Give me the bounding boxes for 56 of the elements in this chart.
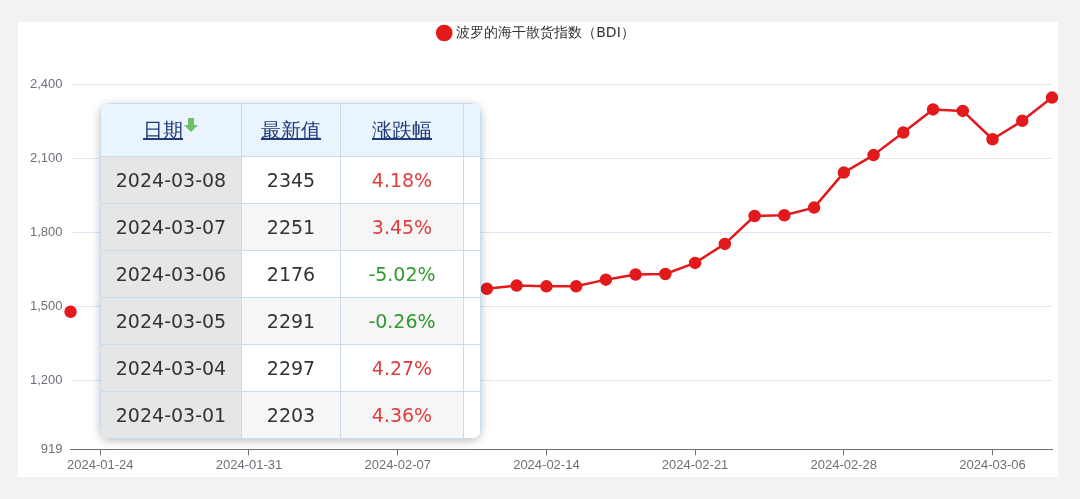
annotation: 2345 bbox=[266, 169, 316, 191]
annotation: 2297 bbox=[266, 357, 316, 379]
y-tick-label: 2,100 bbox=[29, 149, 63, 165]
point bbox=[659, 267, 672, 281]
point bbox=[688, 256, 702, 270]
point bbox=[64, 305, 77, 318]
point bbox=[807, 201, 821, 214]
point bbox=[867, 148, 880, 162]
point bbox=[1045, 91, 1059, 104]
point bbox=[718, 237, 732, 251]
x-tick-label: 2024-01-24 bbox=[67, 456, 134, 472]
annotation: 涨跌幅 bbox=[372, 117, 432, 142]
y-tick-label: 2,400 bbox=[29, 75, 63, 91]
annotation: 日期 bbox=[143, 117, 183, 142]
point bbox=[748, 209, 761, 223]
annotation: 2024-03-01 bbox=[115, 404, 227, 426]
x-tick-label: 2024-02-14 bbox=[513, 456, 580, 472]
legend-label: 波罗的海干散货指数（BDI） bbox=[456, 23, 635, 40]
annotation: 2024-03-08 bbox=[115, 169, 227, 191]
x-tick-label: 2024-02-21 bbox=[661, 456, 729, 472]
y-tick-label: 1,500 bbox=[29, 297, 63, 313]
point bbox=[926, 103, 940, 116]
annotation: 2024-03-06 bbox=[115, 263, 227, 285]
y-tick-label: 919 bbox=[40, 440, 63, 456]
annotation: 4.18% bbox=[371, 169, 433, 191]
annotation: 4.36% bbox=[371, 404, 433, 426]
annotation: 2024-03-05 bbox=[115, 310, 227, 332]
annotation: 4.27% bbox=[371, 357, 433, 379]
point bbox=[599, 273, 613, 286]
point bbox=[986, 133, 999, 146]
point bbox=[569, 280, 583, 293]
point bbox=[629, 268, 642, 281]
point bbox=[897, 126, 910, 139]
point bbox=[480, 282, 494, 296]
point bbox=[540, 280, 553, 293]
point bbox=[510, 279, 523, 292]
annotation: 2024-03-07 bbox=[115, 216, 227, 238]
annotation: 2024-03-04 bbox=[115, 357, 227, 379]
annotation: 2291 bbox=[266, 310, 316, 332]
annotation: 2176 bbox=[266, 263, 316, 285]
annotation: -0.26% bbox=[368, 310, 436, 332]
point bbox=[1016, 114, 1029, 128]
annotation: 最新值 bbox=[261, 117, 321, 142]
x-tick-label: 2024-02-07 bbox=[364, 456, 431, 472]
y-tick-label: 1,800 bbox=[29, 223, 63, 239]
point bbox=[956, 104, 970, 118]
x-tick-label: 2024-03-06 bbox=[959, 456, 1026, 472]
annotation: 2251 bbox=[266, 216, 316, 238]
point bbox=[778, 209, 791, 222]
annotation: 3.45% bbox=[371, 216, 433, 238]
y-tick-label: 1,200 bbox=[29, 371, 63, 387]
x-tick-label: 2024-01-31 bbox=[215, 456, 283, 472]
x-tick-label: 2024-02-28 bbox=[810, 456, 878, 472]
point bbox=[837, 166, 851, 179]
annotation: 2203 bbox=[266, 404, 316, 426]
annotation: -5.02% bbox=[368, 263, 436, 285]
